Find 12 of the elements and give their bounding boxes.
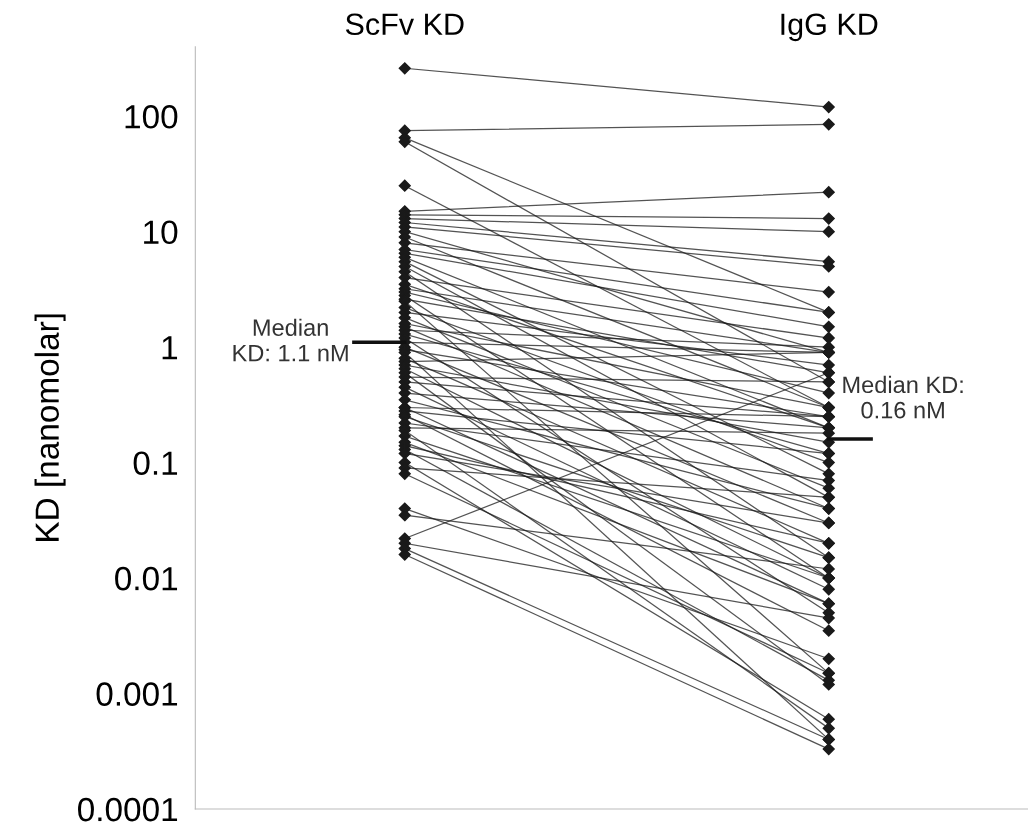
y-tick-label: 0.001 [96, 682, 178, 706]
y-tick-label: 10 [144, 220, 178, 245]
y-tick-label: 0.01 [115, 566, 178, 591]
y-tick-label: 0.0001 [78, 797, 178, 822]
x-tick-label: ScFv KD [345, 13, 464, 36]
annotation: Median KD: 0.16 nM [843, 375, 963, 419]
y-tick-label: 100 [125, 105, 178, 129]
annotation: Median KD: 1.1 nM [233, 318, 348, 362]
y-axis-title: KD [nanomolar] [34, 314, 66, 541]
y-tick-label: 0.1 [133, 451, 178, 476]
y-tick-label: 1 [162, 336, 178, 360]
x-tick-label: IgG KD [781, 13, 878, 42]
